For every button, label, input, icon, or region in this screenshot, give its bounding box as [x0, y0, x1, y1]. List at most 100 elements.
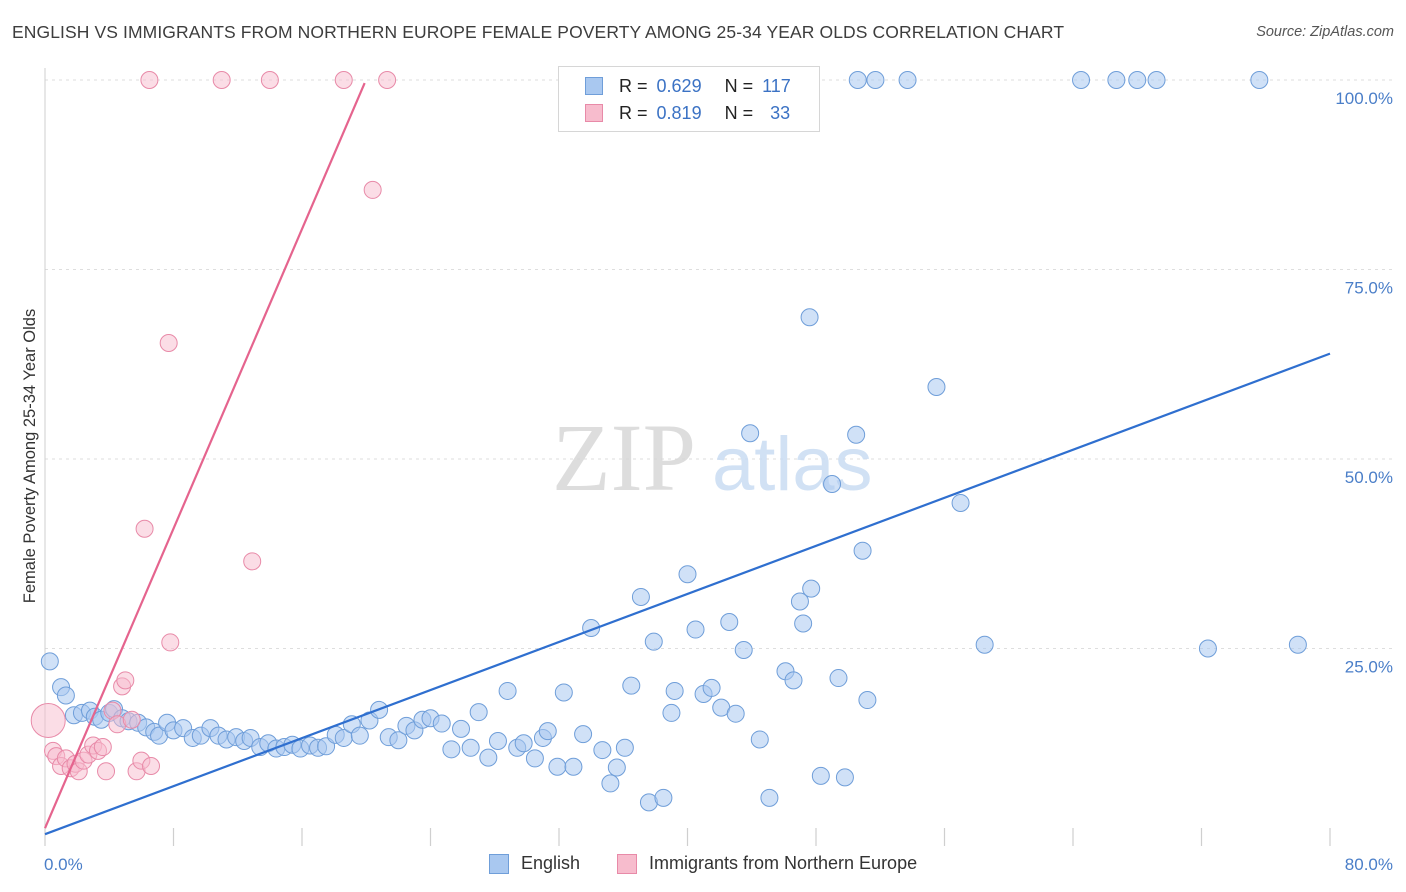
legend-swatch-immigrants — [585, 104, 603, 122]
english-point — [734, 641, 753, 660]
immigrant-point — [378, 71, 397, 89]
bottom-legend-swatch-english — [489, 854, 509, 874]
english-point — [564, 757, 583, 776]
english-point — [654, 788, 673, 807]
x-tick-label: 80.0% — [1345, 855, 1393, 874]
english-point — [593, 741, 612, 760]
immigrant-point — [334, 71, 353, 89]
english-point — [538, 722, 557, 741]
legend-r-value: 0.819 — [656, 103, 702, 123]
english-point — [853, 541, 872, 560]
english-point — [432, 714, 451, 733]
trend-lines — [43, 82, 1331, 836]
immigrant-point — [93, 738, 112, 757]
english-point — [1072, 71, 1091, 89]
english-point — [790, 592, 809, 611]
bottom-legend-label-english: English — [521, 853, 581, 873]
english-trend-line — [44, 352, 1331, 836]
bottom-legend-swatch-immigrants — [617, 854, 637, 874]
legend-swatch-english — [585, 77, 603, 95]
y-tick-label: 50.0% — [1345, 468, 1393, 487]
english-point — [601, 774, 620, 793]
english-point — [951, 493, 970, 512]
immigrant-point — [30, 703, 66, 739]
source-credit: Source: ZipAtlas.com — [1256, 24, 1394, 40]
immigrant-point — [122, 710, 141, 729]
english-point — [784, 671, 803, 690]
english-point — [442, 740, 461, 759]
english-point — [898, 71, 917, 89]
english-point — [622, 676, 641, 695]
english-point — [686, 620, 705, 639]
english-point — [702, 678, 721, 697]
english-point — [848, 71, 867, 89]
english-point — [823, 475, 842, 494]
english-point — [548, 757, 567, 776]
english-point — [525, 749, 544, 768]
legend-r-label: R = — [619, 103, 648, 123]
english-point — [866, 71, 885, 89]
y-tick-label: 100.0% — [1335, 89, 1393, 108]
legend-r-value: 0.629 — [656, 76, 702, 96]
english-point — [678, 565, 697, 584]
english-point — [750, 730, 769, 749]
english-point — [927, 377, 946, 396]
english-point — [488, 731, 507, 750]
immigrant-point — [161, 633, 180, 652]
bottom-legend-label-immigrants: Immigrants from Northern Europe — [649, 853, 918, 873]
legend-n-value: 33 — [770, 103, 791, 123]
english-point — [469, 703, 488, 722]
immigrant-point — [260, 71, 279, 89]
english-point — [829, 669, 848, 688]
english-point — [607, 758, 626, 777]
english-point — [615, 738, 634, 757]
watermark-atlas: atlas — [712, 422, 873, 507]
immigrant-point — [243, 552, 262, 571]
immigrant-point — [159, 334, 178, 353]
english-point — [644, 632, 663, 651]
legend-n-label: N = — [724, 76, 754, 96]
x-tick-label: 0.0% — [44, 855, 83, 874]
english-point — [452, 719, 471, 738]
watermark-zip: ZIP — [552, 404, 696, 511]
legend-r-label: R = — [619, 76, 648, 96]
immigrant-point — [135, 519, 154, 538]
english-point — [720, 612, 739, 631]
english-point — [1250, 71, 1269, 89]
english-point — [835, 768, 854, 787]
english-point — [741, 424, 760, 443]
english-point — [574, 725, 593, 744]
y-axis-label: Female Poverty Among 25-34 Year Olds — [21, 309, 39, 603]
english-point — [554, 683, 573, 702]
series-immigrants — [30, 71, 397, 781]
english-point — [662, 703, 681, 722]
english-point — [802, 579, 821, 598]
english-point — [1107, 71, 1126, 89]
english-point — [350, 726, 369, 745]
legend-n-label: N = — [724, 103, 754, 123]
english-point — [1147, 71, 1166, 89]
immigrants-trend-line — [43, 82, 366, 829]
y-tick-label: 75.0% — [1345, 279, 1393, 298]
tick-labels: 25.0% 50.0% 75.0% 100.0% 0.0% 80.0% — [44, 89, 1393, 874]
english-point — [389, 731, 408, 750]
english-point — [40, 652, 59, 671]
english-point — [975, 635, 994, 654]
immigrant-point — [116, 671, 135, 690]
english-point — [858, 691, 877, 710]
series-english — [40, 71, 1307, 812]
english-point — [794, 614, 813, 633]
immigrant-point — [140, 71, 159, 89]
english-point — [1288, 635, 1307, 654]
chart-title: ENGLISH VS IMMIGRANTS FROM NORTHERN EURO… — [12, 22, 1065, 42]
english-point — [760, 788, 779, 807]
correlation-legend: R = 0.629 N = 117 R = 0.819 N = 33 — [558, 66, 820, 132]
immigrant-point — [212, 71, 231, 89]
immigrant-point — [363, 180, 382, 199]
y-tick-label: 25.0% — [1345, 658, 1393, 677]
immigrant-point — [97, 762, 116, 781]
legend-n-value: 117 — [762, 76, 791, 96]
english-point — [811, 766, 830, 785]
english-point — [1198, 639, 1217, 658]
